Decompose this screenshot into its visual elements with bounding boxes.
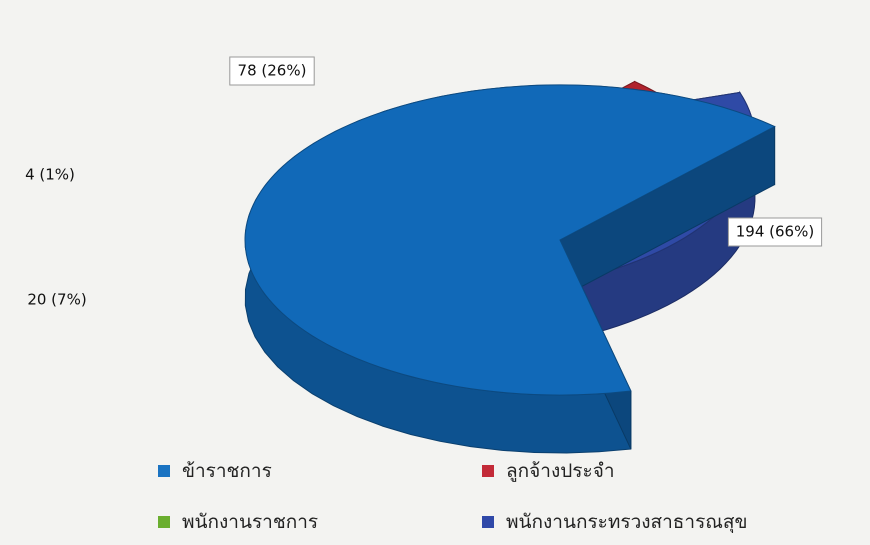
pie-slice-civil-servant bbox=[244, 84, 776, 454]
data-label-government-employee: 4 (1%) bbox=[25, 166, 75, 184]
legend-item-permanent-employee: ลูกจ้างประจำ bbox=[482, 456, 615, 486]
legend-label: พนักงานราชการ bbox=[182, 511, 319, 533]
svg-text:194 (66%): 194 (66%) bbox=[736, 223, 814, 241]
svg-text:78 (26%): 78 (26%) bbox=[238, 62, 307, 80]
legend-swatch bbox=[482, 516, 494, 528]
svg-text:20 (7%): 20 (7%) bbox=[27, 291, 86, 309]
legend-item-ministry-employee: พนักงานกระทรวงสาธารณสุข bbox=[482, 507, 748, 537]
legend-swatch bbox=[158, 465, 170, 477]
data-label-permanent-employee: 20 (7%) bbox=[27, 291, 86, 309]
data-label-civil-servant: 194 (66%) bbox=[727, 217, 823, 247]
legend-swatch bbox=[482, 465, 494, 477]
legend-label: ข้าราชการ bbox=[182, 460, 272, 482]
legend-label: พนักงานกระทรวงสาธารณสุข bbox=[506, 511, 748, 533]
legend-item-civil-servant: ข้าราชการ bbox=[158, 456, 272, 486]
legend-swatch bbox=[158, 516, 170, 528]
legend-item-government-employee: พนักงานราชการ bbox=[158, 507, 318, 537]
svg-text:4 (1%): 4 (1%) bbox=[25, 166, 75, 184]
data-label-ministry-employee: 78 (26%) bbox=[229, 56, 315, 86]
legend-label: ลูกจ้างประจำ bbox=[506, 460, 615, 482]
